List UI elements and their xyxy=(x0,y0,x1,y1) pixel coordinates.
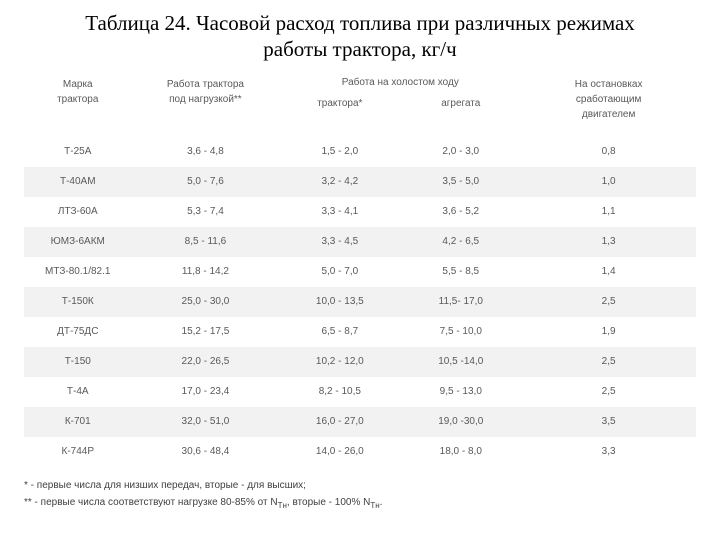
cell-load: 3,6 - 4,8 xyxy=(132,137,280,167)
table-header: Марка трактора Работа трактора под нагру… xyxy=(24,71,696,137)
cell-idle-tractor: 8,2 - 10,5 xyxy=(279,377,400,407)
cell-model: Т-40АМ xyxy=(24,167,132,197)
cell-stop: 3,5 xyxy=(521,407,696,437)
footnote-1: * - первые числа для низших передач, вто… xyxy=(24,477,696,494)
table-row: ЛТЗ-60А5,3 - 7,43,3 - 4,13,6 - 5,21,1 xyxy=(24,197,696,227)
cell-model: МТЗ-80.1/82.1 xyxy=(24,257,132,287)
table-row: Т-15022,0 - 26,510,2 - 12,010,5 -14,02,5 xyxy=(24,347,696,377)
table-row: Т-25А3,6 - 4,81,5 - 2,02,0 - 3,00,8 xyxy=(24,137,696,167)
caption-line2: работы трактора, кг/ч xyxy=(263,37,456,61)
table-row: К-744Р30,6 - 48,414,0 - 26,018,0 - 8,03,… xyxy=(24,437,696,467)
cell-idle-tractor: 3,3 - 4,5 xyxy=(279,227,400,257)
cell-load: 22,0 - 26,5 xyxy=(132,347,280,377)
footnote-2: ** - первые числа соответствуют нагрузке… xyxy=(24,494,696,513)
cell-stop: 2,5 xyxy=(521,347,696,377)
cell-load: 25,0 - 30,0 xyxy=(132,287,280,317)
cell-idle-aggregate: 5,5 - 8,5 xyxy=(400,257,521,287)
table-row: К-70132,0 - 51,016,0 - 27,019,0 -30,03,5 xyxy=(24,407,696,437)
cell-load: 32,0 - 51,0 xyxy=(132,407,280,437)
cell-idle-tractor: 10,0 - 13,5 xyxy=(279,287,400,317)
table-row: Т-4А17,0 - 23,48,2 - 10,59,5 - 13,02,5 xyxy=(24,377,696,407)
cell-model: Т-25А xyxy=(24,137,132,167)
cell-stop: 1,1 xyxy=(521,197,696,227)
cell-idle-aggregate: 7,5 - 10,0 xyxy=(400,317,521,347)
cell-stop: 0,8 xyxy=(521,137,696,167)
cell-idle-aggregate: 19,0 -30,0 xyxy=(400,407,521,437)
cell-idle-aggregate: 3,6 - 5,2 xyxy=(400,197,521,227)
table-body: Т-25А3,6 - 4,81,5 - 2,02,0 - 3,00,8Т-40А… xyxy=(24,137,696,467)
cell-stop: 1,0 xyxy=(521,167,696,197)
col-load: Работа трактора под нагрузкой** xyxy=(132,71,280,137)
cell-load: 8,5 - 11,6 xyxy=(132,227,280,257)
footnotes: * - первые числа для низших передач, вто… xyxy=(24,477,696,513)
cell-model: ЛТЗ-60А xyxy=(24,197,132,227)
cell-stop: 1,3 xyxy=(521,227,696,257)
cell-idle-aggregate: 10,5 -14,0 xyxy=(400,347,521,377)
cell-load: 30,6 - 48,4 xyxy=(132,437,280,467)
cell-load: 15,2 - 17,5 xyxy=(132,317,280,347)
cell-load: 5,3 - 7,4 xyxy=(132,197,280,227)
cell-stop: 3,3 xyxy=(521,437,696,467)
col-idle-group: Работа на холостом ходу xyxy=(279,71,521,97)
cell-idle-tractor: 3,3 - 4,1 xyxy=(279,197,400,227)
fuel-consumption-table: Марка трактора Работа трактора под нагру… xyxy=(24,71,696,467)
table-caption: Таблица 24. Часовой расход топлива при р… xyxy=(24,10,696,63)
cell-stop: 2,5 xyxy=(521,287,696,317)
cell-idle-tractor: 6,5 - 8,7 xyxy=(279,317,400,347)
cell-idle-tractor: 1,5 - 2,0 xyxy=(279,137,400,167)
cell-idle-aggregate: 9,5 - 13,0 xyxy=(400,377,521,407)
cell-idle-tractor: 10,2 - 12,0 xyxy=(279,347,400,377)
caption-line1: Таблица 24. Часовой расход топлива при р… xyxy=(85,11,635,35)
table-row: Т-40АМ5,0 - 7,63,2 - 4,23,5 - 5,01,0 xyxy=(24,167,696,197)
cell-idle-aggregate: 18,0 - 8,0 xyxy=(400,437,521,467)
cell-idle-tractor: 16,0 - 27,0 xyxy=(279,407,400,437)
table-row: ДТ-75ДС15,2 - 17,56,5 - 8,77,5 - 10,01,9 xyxy=(24,317,696,347)
cell-idle-aggregate: 3,5 - 5,0 xyxy=(400,167,521,197)
cell-model: Т-150К xyxy=(24,287,132,317)
cell-model: К-701 xyxy=(24,407,132,437)
table-row: ЮМЗ-6АКМ8,5 - 11,63,3 - 4,54,2 - 6,51,3 xyxy=(24,227,696,257)
cell-stop: 2,5 xyxy=(521,377,696,407)
table-row: МТЗ-80.1/82.111,8 - 14,25,0 - 7,05,5 - 8… xyxy=(24,257,696,287)
cell-load: 5,0 - 7,6 xyxy=(132,167,280,197)
cell-idle-tractor: 14,0 - 26,0 xyxy=(279,437,400,467)
col-stop: На остановках сработающим двигателем xyxy=(521,71,696,137)
cell-model: Т-4А xyxy=(24,377,132,407)
cell-model: К-744Р xyxy=(24,437,132,467)
cell-idle-tractor: 5,0 - 7,0 xyxy=(279,257,400,287)
cell-model: Т-150 xyxy=(24,347,132,377)
cell-idle-aggregate: 11,5- 17,0 xyxy=(400,287,521,317)
cell-load: 17,0 - 23,4 xyxy=(132,377,280,407)
cell-idle-aggregate: 4,2 - 6,5 xyxy=(400,227,521,257)
col-idle-aggregate: агрегата xyxy=(400,97,521,137)
table-row: Т-150К25,0 - 30,010,0 - 13,511,5- 17,02,… xyxy=(24,287,696,317)
col-idle-tractor: трактора* xyxy=(279,97,400,137)
cell-stop: 1,9 xyxy=(521,317,696,347)
cell-model: ДТ-75ДС xyxy=(24,317,132,347)
cell-load: 11,8 - 14,2 xyxy=(132,257,280,287)
col-model: Марка трактора xyxy=(24,71,132,137)
cell-idle-tractor: 3,2 - 4,2 xyxy=(279,167,400,197)
cell-stop: 1,4 xyxy=(521,257,696,287)
cell-model: ЮМЗ-6АКМ xyxy=(24,227,132,257)
cell-idle-aggregate: 2,0 - 3,0 xyxy=(400,137,521,167)
